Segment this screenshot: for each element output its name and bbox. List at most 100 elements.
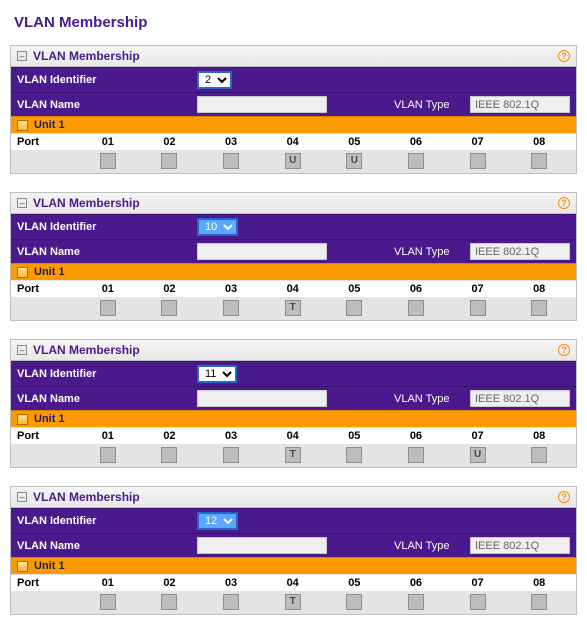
vlan-identifier-label: VLAN Identifier: [17, 221, 197, 233]
unit-toggle-icon[interactable]: [17, 561, 28, 572]
vlan-type-label: VLAN Type: [394, 393, 464, 405]
help-icon[interactable]: ?: [558, 197, 570, 209]
port-label: Port: [17, 577, 77, 589]
vlan-identifier-select[interactable]: 10: [197, 218, 238, 236]
collapse-icon[interactable]: –: [17, 51, 27, 61]
port-number: 02: [139, 430, 201, 442]
vlan-name-row: VLAN NameVLAN Type: [11, 533, 576, 557]
collapse-icon[interactable]: –: [17, 492, 27, 502]
port-state-box[interactable]: [223, 300, 239, 316]
port-number: 01: [77, 577, 139, 589]
unit-toggle-icon[interactable]: [17, 267, 28, 278]
vlan-name-input[interactable]: [197, 390, 327, 407]
port-state-box[interactable]: [100, 300, 116, 316]
port-state-box[interactable]: [161, 153, 177, 169]
port-number: 06: [385, 577, 447, 589]
port-number: 04: [262, 577, 324, 589]
port-state-box[interactable]: T: [285, 594, 301, 610]
port-state-box[interactable]: [346, 447, 362, 463]
port-state-box[interactable]: [161, 594, 177, 610]
port-state-row: T: [11, 297, 576, 320]
unit-row: Unit 1: [11, 116, 576, 133]
vlan-identifier-select[interactable]: 2: [197, 71, 232, 89]
vlan-type-input: [470, 243, 570, 260]
port-state-box[interactable]: [531, 153, 547, 169]
help-icon[interactable]: ?: [558, 50, 570, 62]
port-state-box[interactable]: [223, 594, 239, 610]
port-state-box[interactable]: [100, 447, 116, 463]
port-state-box[interactable]: [470, 594, 486, 610]
vlan-identifier-select[interactable]: 11: [197, 365, 237, 383]
port-number: 03: [200, 136, 262, 148]
vlan-identifier-label: VLAN Identifier: [17, 368, 197, 380]
vlan-type-input: [470, 537, 570, 554]
port-state-box[interactable]: T: [285, 300, 301, 316]
panel-header: –VLAN Membership?: [11, 193, 576, 214]
vlan-identifier-row: VLAN Identifier2: [11, 67, 576, 92]
page-title: VLAN Membership: [14, 14, 577, 31]
port-state-row: UU: [11, 150, 576, 173]
unit-toggle-icon[interactable]: [17, 120, 28, 131]
port-number: 06: [385, 283, 447, 295]
unit-row: Unit 1: [11, 263, 576, 280]
unit-row: Unit 1: [11, 557, 576, 574]
port-number: 01: [77, 283, 139, 295]
port-state-box[interactable]: [531, 447, 547, 463]
panel-title: VLAN Membership: [33, 343, 558, 357]
port-number: 07: [447, 577, 509, 589]
port-state-box[interactable]: U: [346, 153, 362, 169]
vlan-type-input: [470, 96, 570, 113]
port-number: 03: [200, 283, 262, 295]
help-icon[interactable]: ?: [558, 344, 570, 356]
unit-label: Unit 1: [34, 560, 65, 572]
vlan-type-label: VLAN Type: [394, 540, 464, 552]
vlan-identifier-row: VLAN Identifier12: [11, 508, 576, 533]
port-state-box[interactable]: [531, 594, 547, 610]
port-state-box[interactable]: [161, 300, 177, 316]
port-state-box[interactable]: [408, 594, 424, 610]
port-header-row: Port0102030405060708: [11, 427, 576, 444]
port-number: 06: [385, 136, 447, 148]
port-state-box[interactable]: [346, 594, 362, 610]
port-state-box[interactable]: [408, 300, 424, 316]
port-number: 05: [324, 136, 386, 148]
port-state-box[interactable]: [100, 594, 116, 610]
port-state-box[interactable]: [408, 153, 424, 169]
panel-title: VLAN Membership: [33, 49, 558, 63]
port-state-row: T: [11, 591, 576, 614]
port-state-box[interactable]: [470, 300, 486, 316]
port-state-box[interactable]: [223, 447, 239, 463]
vlan-type-label: VLAN Type: [394, 246, 464, 258]
unit-label: Unit 1: [34, 119, 65, 131]
port-state-box[interactable]: [470, 153, 486, 169]
help-icon[interactable]: ?: [558, 491, 570, 503]
vlan-identifier-row: VLAN Identifier10: [11, 214, 576, 239]
port-number: 01: [77, 136, 139, 148]
panel-header: –VLAN Membership?: [11, 487, 576, 508]
vlan-name-input[interactable]: [197, 96, 327, 113]
port-label: Port: [17, 430, 77, 442]
port-state-box[interactable]: T: [285, 447, 301, 463]
port-state-box[interactable]: [223, 153, 239, 169]
vlan-type-group: VLAN Type: [394, 390, 570, 407]
vlan-identifier-row: VLAN Identifier11: [11, 361, 576, 386]
port-label: Port: [17, 136, 77, 148]
port-state-box[interactable]: [408, 447, 424, 463]
collapse-icon[interactable]: –: [17, 198, 27, 208]
vlan-name-label: VLAN Name: [17, 246, 197, 258]
port-state-box[interactable]: U: [285, 153, 301, 169]
port-state-box[interactable]: U: [470, 447, 486, 463]
port-number: 08: [508, 136, 570, 148]
port-state-box[interactable]: [346, 300, 362, 316]
port-state-box[interactable]: [161, 447, 177, 463]
vlan-name-input[interactable]: [197, 243, 327, 260]
panel-header: –VLAN Membership?: [11, 46, 576, 67]
port-state-box[interactable]: [531, 300, 547, 316]
vlan-identifier-select[interactable]: 12: [197, 512, 238, 530]
port-number: 02: [139, 283, 201, 295]
port-number: 08: [508, 430, 570, 442]
port-state-box[interactable]: [100, 153, 116, 169]
vlan-name-input[interactable]: [197, 537, 327, 554]
collapse-icon[interactable]: –: [17, 345, 27, 355]
unit-toggle-icon[interactable]: [17, 414, 28, 425]
